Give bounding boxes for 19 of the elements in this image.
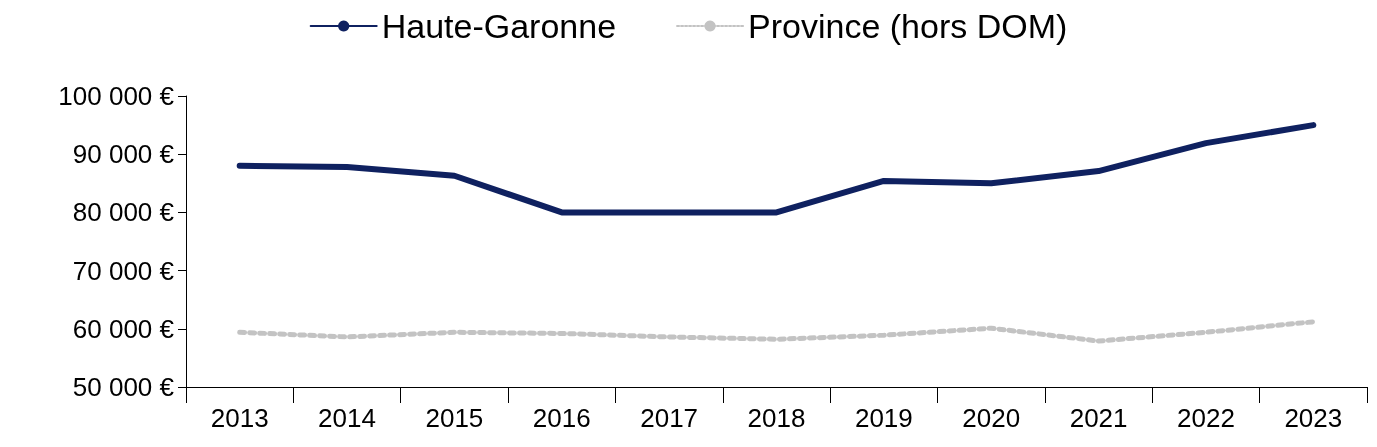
y-tick-label: 80 000 € xyxy=(72,197,175,228)
x-tick-label: 2015 xyxy=(425,403,484,433)
legend-label: Province (hors DOM) xyxy=(748,7,1068,45)
x-tick-label: 2022 xyxy=(1177,403,1235,433)
y-tick-label: 90 000 € xyxy=(72,139,175,170)
x-tick-label: 2014 xyxy=(318,403,376,433)
x-tick-label: 2018 xyxy=(747,403,806,433)
x-tick-label: 2017 xyxy=(640,403,699,433)
x-tick-label: 2023 xyxy=(1284,403,1343,433)
legend-label: Haute-Garonne xyxy=(381,7,617,45)
y-tick-label: 50 000 € xyxy=(72,372,175,402)
y-tick-label: 60 000 € xyxy=(72,313,175,344)
x-tick-label: 2013 xyxy=(210,403,269,433)
x-tick-label: 2021 xyxy=(1069,403,1128,433)
y-tick-label: 70 000 € xyxy=(72,255,175,286)
y-tick-label: 100 000 € xyxy=(58,81,175,111)
x-tick-label: 2020 xyxy=(962,403,1021,433)
x-tick-label: 2019 xyxy=(854,403,913,433)
x-tick-label: 2016 xyxy=(532,403,591,433)
